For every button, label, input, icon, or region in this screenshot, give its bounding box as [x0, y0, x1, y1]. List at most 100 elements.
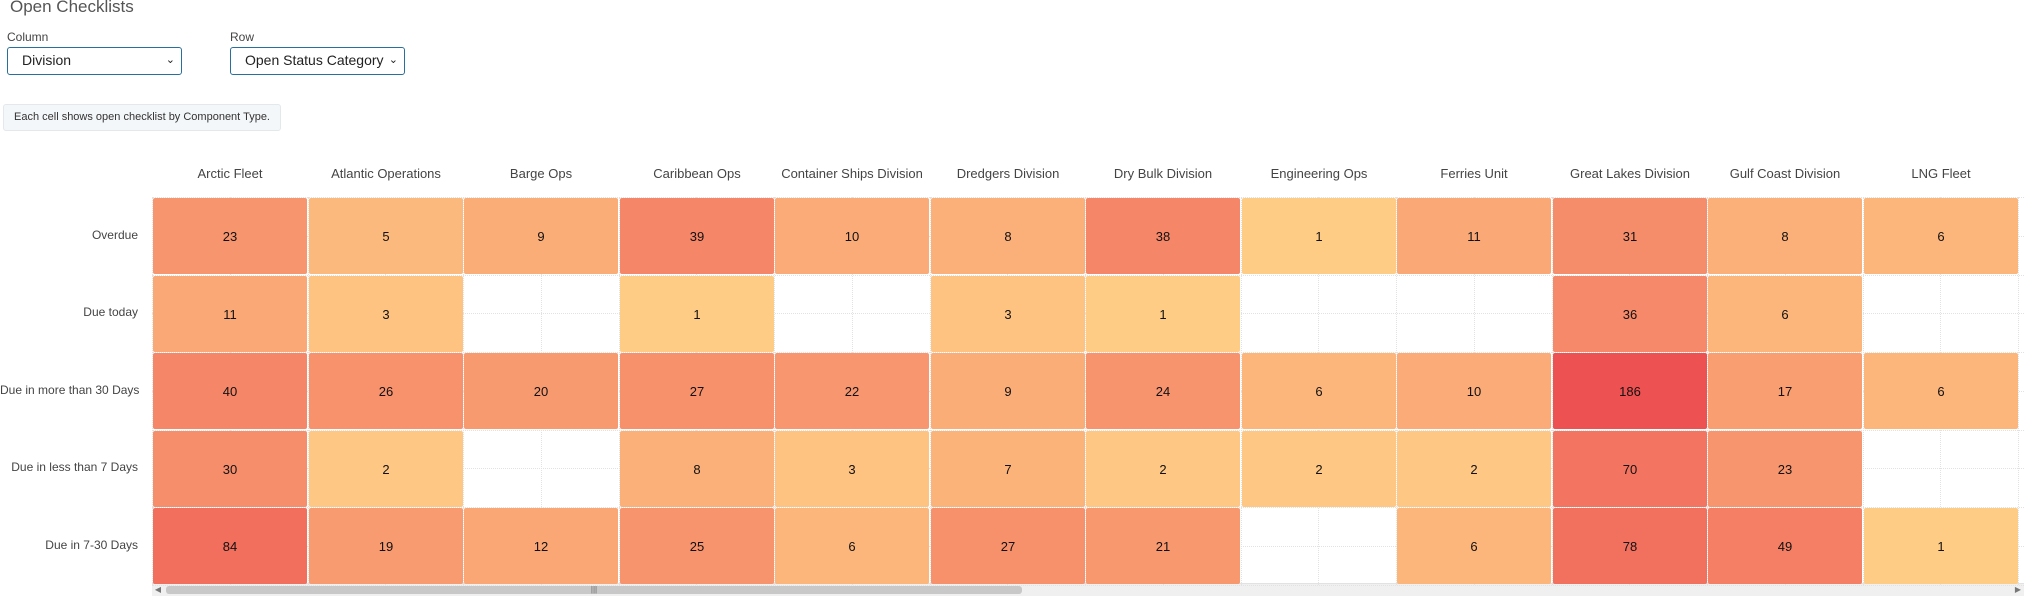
gridline-horizontal: [152, 585, 2024, 586]
gridline-vertical: [1552, 197, 1553, 585]
cell-value-label: 25: [689, 538, 705, 554]
heatmap-cell[interactable]: 1: [1086, 276, 1240, 352]
heatmap-cell[interactable]: 11: [153, 276, 307, 352]
heatmap-cell[interactable]: 8: [620, 431, 774, 507]
heatmap-cell[interactable]: 20: [464, 353, 618, 429]
cell-value-label: 5: [382, 228, 390, 244]
heatmap-cell[interactable]: 7: [931, 431, 1085, 507]
heatmap-cell[interactable]: 1: [1864, 508, 2018, 584]
heatmap-cell[interactable]: 3: [775, 431, 929, 507]
heatmap-cell[interactable]: 5: [309, 198, 463, 274]
cell-value-label: 36: [1622, 306, 1638, 322]
cell-value-label: 11: [1467, 228, 1481, 244]
cell-value-label: 8: [1781, 228, 1789, 244]
cell-value-label: 2: [1159, 461, 1167, 477]
cell-value-label: 6: [1315, 383, 1323, 399]
heatmap-cell[interactable]: 11: [1397, 198, 1551, 274]
column-select[interactable]: Division ⌄: [7, 47, 182, 75]
heatmap-cell[interactable]: 23: [153, 198, 307, 274]
cell-value-label: 23: [1777, 461, 1793, 477]
column-header: Ferries Unit: [1440, 166, 1508, 181]
info-note: Each cell shows open checklist by Compon…: [3, 104, 281, 131]
heatmap-cell[interactable]: 21: [1086, 508, 1240, 584]
cell-value-label: 3: [1004, 306, 1012, 322]
column-select-value: Division: [22, 52, 72, 68]
cell-value-label: 27: [689, 383, 705, 399]
cell-value-label: 40: [222, 383, 238, 399]
heatmap-cell[interactable]: 3: [931, 276, 1085, 352]
scrollbar-thumb[interactable]: |||: [166, 586, 1022, 594]
heatmap-cell[interactable]: 26: [309, 353, 463, 429]
heatmap-cell[interactable]: 25: [620, 508, 774, 584]
gridline-horizontal: [152, 430, 2024, 431]
heatmap-cell[interactable]: 8: [931, 198, 1085, 274]
cell-value-label: 3: [382, 306, 390, 322]
cell-value-label: 1: [693, 306, 701, 322]
heatmap-cell[interactable]: 6: [1864, 198, 2018, 274]
gridline-horizontal: [152, 275, 2024, 276]
heatmap-cell[interactable]: 78: [1553, 508, 1707, 584]
heatmap-cell[interactable]: 1: [620, 276, 774, 352]
heatmap-cell[interactable]: 6: [775, 508, 929, 584]
heatmap-cell[interactable]: 6: [1397, 508, 1551, 584]
heatmap-cell[interactable]: 17: [1708, 353, 1862, 429]
cell-value-label: 6: [1470, 538, 1478, 554]
heatmap-cell[interactable]: 9: [931, 353, 1085, 429]
cell-value-label: 6: [1937, 383, 1945, 399]
arrow-right-icon[interactable]: ▶: [2014, 585, 2022, 594]
column-header: Engineering Ops: [1270, 166, 1368, 181]
cell-value-label: 7: [1004, 461, 1012, 477]
heatmap-cell[interactable]: 36: [1553, 276, 1707, 352]
cell-value-label: 27: [1000, 538, 1016, 554]
cell-value-label: 10: [844, 228, 860, 244]
cell-value-label: 2: [1470, 461, 1478, 477]
grip-icon: |||: [590, 585, 598, 594]
heatmap-cell[interactable]: 2: [1086, 431, 1240, 507]
heatmap-cell[interactable]: 2: [309, 431, 463, 507]
gridline-vertical: [152, 197, 153, 585]
heatmap-cell[interactable]: 39: [620, 198, 774, 274]
gridline-vertical: [2018, 197, 2019, 585]
gridline-vertical: [1085, 197, 1086, 585]
column-header: Arctic Fleet: [197, 166, 263, 181]
column-header: Great Lakes Division: [1570, 166, 1690, 181]
heatmap-cell[interactable]: 6: [1708, 276, 1862, 352]
heatmap-cell[interactable]: 70: [1553, 431, 1707, 507]
heatmap-cell[interactable]: 22: [775, 353, 929, 429]
heatmap-cell[interactable]: 9: [464, 198, 618, 274]
heatmap-cell[interactable]: 12: [464, 508, 618, 584]
heatmap-cell[interactable]: 1: [1242, 198, 1396, 274]
heatmap-cell[interactable]: 6: [1242, 353, 1396, 429]
arrow-left-icon[interactable]: ◀: [154, 585, 162, 594]
cell-value-label: 9: [537, 228, 545, 244]
heatmap-cell[interactable]: 10: [775, 198, 929, 274]
cell-value-label: 10: [1466, 383, 1482, 399]
heatmap-cell[interactable]: 49: [1708, 508, 1862, 584]
heatmap-cell[interactable]: 30: [153, 431, 307, 507]
cell-value-label: 6: [1781, 306, 1789, 322]
cell-value-label: 20: [533, 383, 549, 399]
heatmap-cell[interactable]: 23: [1708, 431, 1862, 507]
cell-value-label: 6: [1937, 228, 1945, 244]
heatmap-cell[interactable]: 6: [1864, 353, 2018, 429]
heatmap-cell[interactable]: 2: [1242, 431, 1396, 507]
heatmap-cell[interactable]: 3: [309, 276, 463, 352]
heatmap-cell[interactable]: 38: [1086, 198, 1240, 274]
column-header: Container Ships Division: [781, 166, 923, 181]
heatmap-cell[interactable]: 40: [153, 353, 307, 429]
heatmap-cell[interactable]: 27: [931, 508, 1085, 584]
heatmap-cell[interactable]: 31: [1553, 198, 1707, 274]
heatmap-cell[interactable]: 84: [153, 508, 307, 584]
heatmap-cell[interactable]: 27: [620, 353, 774, 429]
column-header: Dredgers Division: [956, 166, 1060, 181]
row-select-value: Open Status Category: [245, 52, 384, 68]
heatmap-cell[interactable]: 19: [309, 508, 463, 584]
cell-value-label: 2: [382, 461, 390, 477]
heatmap-cell[interactable]: 2: [1397, 431, 1551, 507]
cell-value-label: 39: [689, 228, 705, 244]
heatmap-cell[interactable]: 10: [1397, 353, 1551, 429]
heatmap-cell[interactable]: 186: [1553, 353, 1707, 429]
heatmap-cell[interactable]: 24: [1086, 353, 1240, 429]
heatmap-cell[interactable]: 8: [1708, 198, 1862, 274]
row-select[interactable]: Open Status Category ⌄: [230, 47, 405, 75]
